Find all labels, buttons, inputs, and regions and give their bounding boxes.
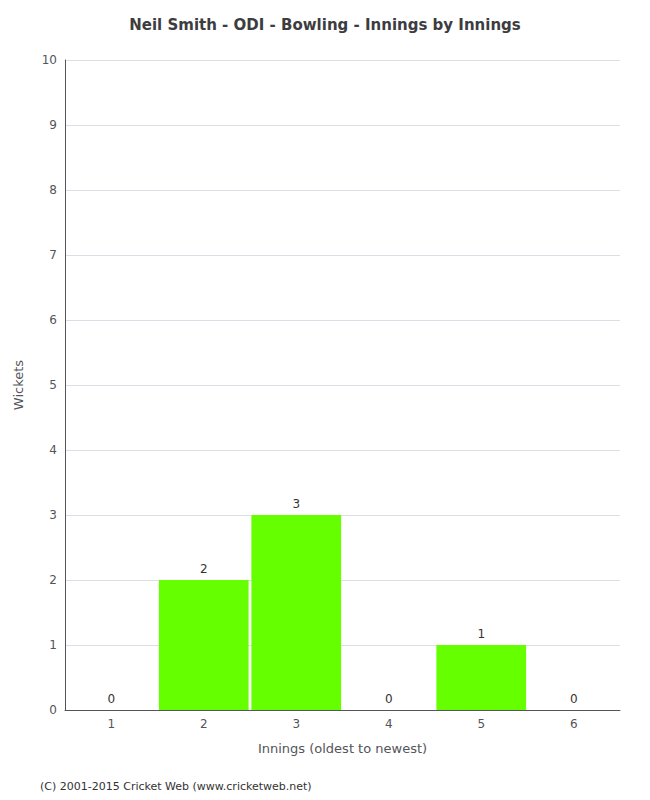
svg-text:3: 3 [292,717,300,731]
svg-text:Innings (oldest to newest): Innings (oldest to newest) [258,741,427,756]
svg-text:1: 1 [107,717,115,731]
svg-text:1: 1 [477,627,485,641]
svg-text:0: 0 [49,703,57,717]
svg-text:10: 10 [42,53,57,67]
svg-text:5: 5 [49,378,57,392]
svg-text:0: 0 [570,692,578,706]
svg-text:1: 1 [49,638,57,652]
svg-text:4: 4 [49,443,57,457]
svg-text:6: 6 [570,717,578,731]
svg-text:7: 7 [49,248,57,262]
svg-text:0: 0 [107,692,115,706]
svg-text:4: 4 [385,717,393,731]
svg-text:5: 5 [477,717,485,731]
svg-text:(C) 2001-2015 Cricket Web (www: (C) 2001-2015 Cricket Web (www.cricketwe… [40,780,312,793]
svg-text:8: 8 [49,183,57,197]
svg-text:2: 2 [200,717,208,731]
svg-text:2: 2 [200,562,208,576]
svg-text:9: 9 [49,118,57,132]
svg-text:Neil Smith - ODI - Bowling - I: Neil Smith - ODI - Bowling - Innings by … [129,16,521,34]
svg-text:3: 3 [49,508,57,522]
svg-text:2: 2 [49,573,57,587]
svg-text:0: 0 [385,692,393,706]
svg-text:Wickets: Wickets [11,360,26,410]
svg-text:6: 6 [49,313,57,327]
svg-text:3: 3 [292,497,300,511]
